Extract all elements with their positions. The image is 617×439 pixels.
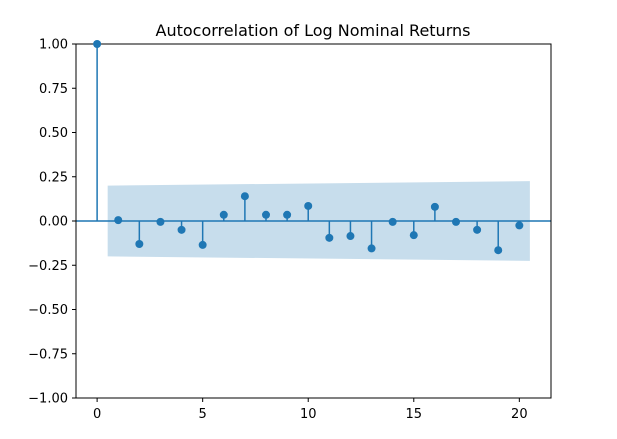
data-point [430,202,439,211]
data-point [473,225,482,234]
data-point [219,210,228,219]
y-tick-label: 0.00 [39,215,68,230]
x-tick-label: 15 [406,407,423,422]
x-tick-label: 20 [511,407,528,422]
data-point [114,216,123,225]
y-tick-label: 0.25 [39,170,68,185]
data-point [135,240,144,249]
data-point [240,192,249,201]
axis-layer: 1.00 0.75 0.50 0.25 0.00 −0.25 −0.50 −0.75 −1.00… [28,38,552,422]
data-point [494,246,503,255]
x-tick-label: 5 [199,407,207,422]
data-point [198,240,207,249]
marker-layer [93,40,524,255]
data-point [283,210,292,219]
x-tick-label: 10 [300,407,317,422]
data-point [346,232,355,241]
data-point [515,221,524,230]
y-tick-label: −0.50 [28,303,68,318]
chart-title: Autocorrelation of Log Nominal Returns [156,21,471,40]
data-point [409,231,418,240]
y-tick-label: 0.75 [39,82,68,97]
y-tick-label: 1.00 [39,38,68,53]
y-tick-label: −0.75 [28,347,68,362]
x-tick-label: 0 [93,407,101,422]
data-point [325,233,334,242]
data-point [367,244,376,253]
data-point [388,217,397,226]
data-point [304,201,313,210]
data-point [177,225,186,234]
data-point [156,217,165,226]
y-tick-label: 0.50 [39,126,68,141]
data-point [93,40,102,48]
y-tick-label: −0.25 [28,259,68,274]
data-point [262,210,270,219]
data-point [452,217,460,226]
y-tick-label: −1.00 [28,392,68,407]
